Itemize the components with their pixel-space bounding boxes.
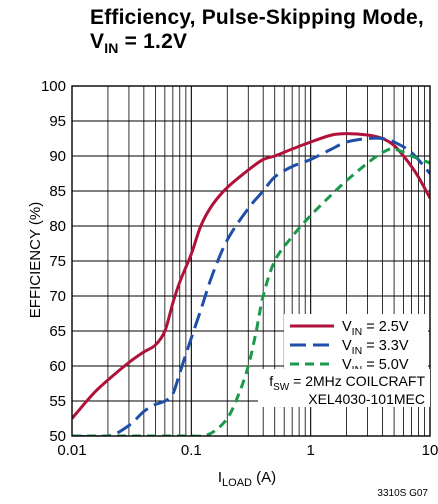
y-tick-label: 100	[41, 78, 66, 95]
y-tick-label: 75	[49, 253, 66, 270]
title-v: V	[90, 30, 105, 53]
plot-frame	[71, 85, 431, 437]
title-line-2: VIN = 1.2V	[90, 30, 430, 60]
xlabel-unit: (A)	[252, 469, 276, 486]
legend-bg	[284, 314, 428, 370]
annotation: fSW = 2MHz COILCRAFT XEL4030-101MEC	[258, 369, 430, 407]
annotation-bg	[258, 369, 430, 407]
x-tick-label: 0.01	[57, 442, 86, 459]
y-tick-label: 70	[49, 288, 66, 305]
y-axis-label: EFFICIENCY (%)	[27, 202, 44, 318]
tick-labels: 50 55 60 65 70 75 80 85 90 95 100 0.01 0.1 1 10	[41, 78, 438, 459]
y-tick-label: 55	[49, 393, 66, 410]
legend-label-1: VIN = 2.5V	[342, 319, 409, 338]
y-tick-label: 95	[49, 113, 66, 130]
legend-label-2: VIN = 3.3V	[342, 338, 409, 357]
y-tick-label: 60	[49, 358, 66, 375]
series-group	[72, 132, 430, 436]
series-line-1	[72, 132, 430, 420]
x-tick-label: 10	[422, 442, 438, 459]
series-line-3	[72, 147, 430, 436]
x-axis-label: ILOAD (A)	[218, 469, 276, 489]
chart-title: Efficiency, Pulse-Skipping Mode, VIN = 1…	[90, 6, 430, 60]
xlabel-sub: LOAD	[222, 477, 252, 489]
title-line-1: Efficiency, Pulse-Skipping Mode,	[90, 6, 424, 29]
x-tick-label: 1	[306, 442, 314, 459]
figure-code: 3310S G07	[377, 488, 428, 499]
xlabel-i: I	[218, 469, 222, 486]
y-tick-label: 85	[49, 183, 66, 200]
annotation-line-1: fSW = 2MHz COILCRAFT	[269, 373, 425, 393]
annotation-line-2: XEL4030-101MEC	[308, 391, 425, 407]
title-sub: IN	[104, 40, 119, 57]
y-tick-label: 50	[49, 428, 66, 445]
series-line-2	[72, 136, 430, 436]
y-tick-label: 90	[49, 148, 66, 165]
y-tick-label: 65	[49, 323, 66, 340]
x-tick-label: 0.1	[181, 442, 202, 459]
y-tick-label: 80	[49, 218, 66, 235]
title-rest: = 1.2V	[118, 30, 188, 53]
